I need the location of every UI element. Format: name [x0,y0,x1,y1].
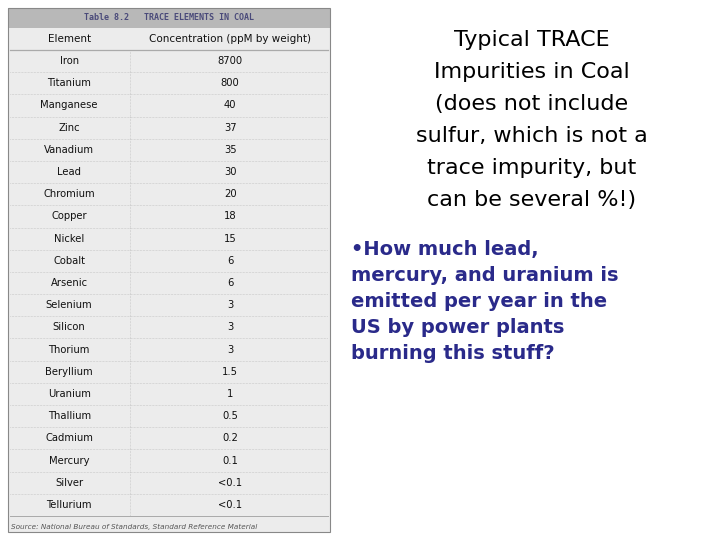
Text: emitted per year in the: emitted per year in the [351,292,607,311]
Text: can be several %!): can be several %!) [427,190,636,210]
Text: 40: 40 [224,100,236,111]
Text: Tellurium: Tellurium [46,500,92,510]
Text: 35: 35 [224,145,236,155]
Text: Source: National Bureau of Standards, Standard Reference Material: Source: National Bureau of Standards, St… [11,524,257,530]
Text: •How much lead,: •How much lead, [351,240,539,259]
Text: 30: 30 [224,167,236,177]
Text: Cobalt: Cobalt [53,256,85,266]
Text: Iron: Iron [60,56,78,66]
Text: 0.1: 0.1 [222,456,238,465]
Text: Beryllium: Beryllium [45,367,93,377]
Text: Table 8.2   TRACE ELEMENTS IN COAL: Table 8.2 TRACE ELEMENTS IN COAL [84,14,254,23]
Text: Selenium: Selenium [46,300,92,310]
Text: Copper: Copper [51,212,87,221]
Text: 1.5: 1.5 [222,367,238,377]
Text: 18: 18 [224,212,236,221]
Text: 1: 1 [227,389,233,399]
Text: US by power plants: US by power plants [351,318,564,337]
Text: Nickel: Nickel [54,234,84,244]
Text: mercury, and uranium is: mercury, and uranium is [351,266,618,285]
Text: burning this stuff?: burning this stuff? [351,344,554,363]
Bar [8,8,330,532]
Text: Thorium: Thorium [48,345,90,355]
Text: 800: 800 [221,78,240,88]
Text: 3: 3 [227,322,233,333]
Text: sulfur, which is not a: sulfur, which is not a [415,126,647,146]
Text: 37: 37 [224,123,236,133]
Text: 0.5: 0.5 [222,411,238,421]
Bar [8,8,330,28]
Text: 20: 20 [224,189,236,199]
Text: Impurities in Coal: Impurities in Coal [433,62,629,82]
Text: Thallium: Thallium [48,411,91,421]
Text: <0.1: <0.1 [218,478,242,488]
Text: Concentration (ppM by weight): Concentration (ppM by weight) [149,34,311,44]
Text: 6: 6 [227,278,233,288]
Text: Lead: Lead [57,167,81,177]
Text: Typical TRACE: Typical TRACE [454,30,609,50]
Text: Titanium: Titanium [48,78,91,88]
Text: Element: Element [48,34,91,44]
Text: 8700: 8700 [217,56,243,66]
Text: <0.1: <0.1 [218,500,242,510]
Text: Arsenic: Arsenic [50,278,88,288]
Text: 3: 3 [227,345,233,355]
Text: Manganese: Manganese [40,100,98,111]
Text: Zinc: Zinc [58,123,80,133]
Text: 3: 3 [227,300,233,310]
Text: trace impurity, but: trace impurity, but [427,158,636,178]
Bar [8,8,330,532]
Text: Uranium: Uranium [48,389,91,399]
Text: 0.2: 0.2 [222,433,238,443]
Text: Mercury: Mercury [49,456,89,465]
Text: 15: 15 [224,234,237,244]
Text: (does not include: (does not include [435,94,628,114]
Text: 6: 6 [227,256,233,266]
Text: Cadmium: Cadmium [45,433,93,443]
Text: Silver: Silver [55,478,84,488]
Text: Silicon: Silicon [53,322,86,333]
Text: Chromium: Chromium [43,189,95,199]
Text: Vanadium: Vanadium [44,145,94,155]
